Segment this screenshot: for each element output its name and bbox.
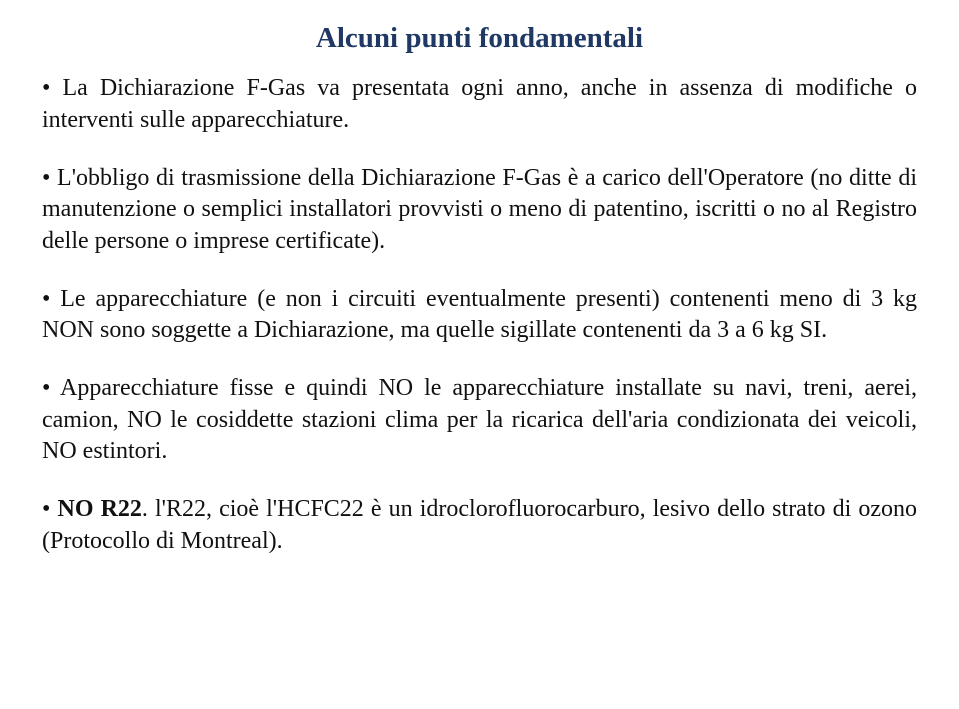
emphasis-no-r22: NO R22 [57, 496, 141, 522]
bullet-paragraph: • L'obbligo di trasmissione della Dichia… [42, 163, 917, 258]
bullet-text-tail: . l'R22, cioè l'HCFC22 è un idrocloroflu… [42, 496, 917, 554]
bullet-paragraph: • NO R22. l'R22, cioè l'HCFC22 è un idro… [42, 494, 917, 557]
bullet-paragraph: • Apparecchiature fisse e quindi NO le a… [42, 373, 917, 468]
page: Alcuni punti fondamentali • La Dichiaraz… [0, 0, 959, 709]
bullet-paragraph: • Le apparecchiature (e non i circuiti e… [42, 284, 917, 347]
page-title: Alcuni punti fondamentali [42, 22, 917, 55]
bullet-paragraph: • La Dichiarazione F-Gas va presentata o… [42, 73, 917, 136]
bullet-dot: • [42, 496, 57, 522]
